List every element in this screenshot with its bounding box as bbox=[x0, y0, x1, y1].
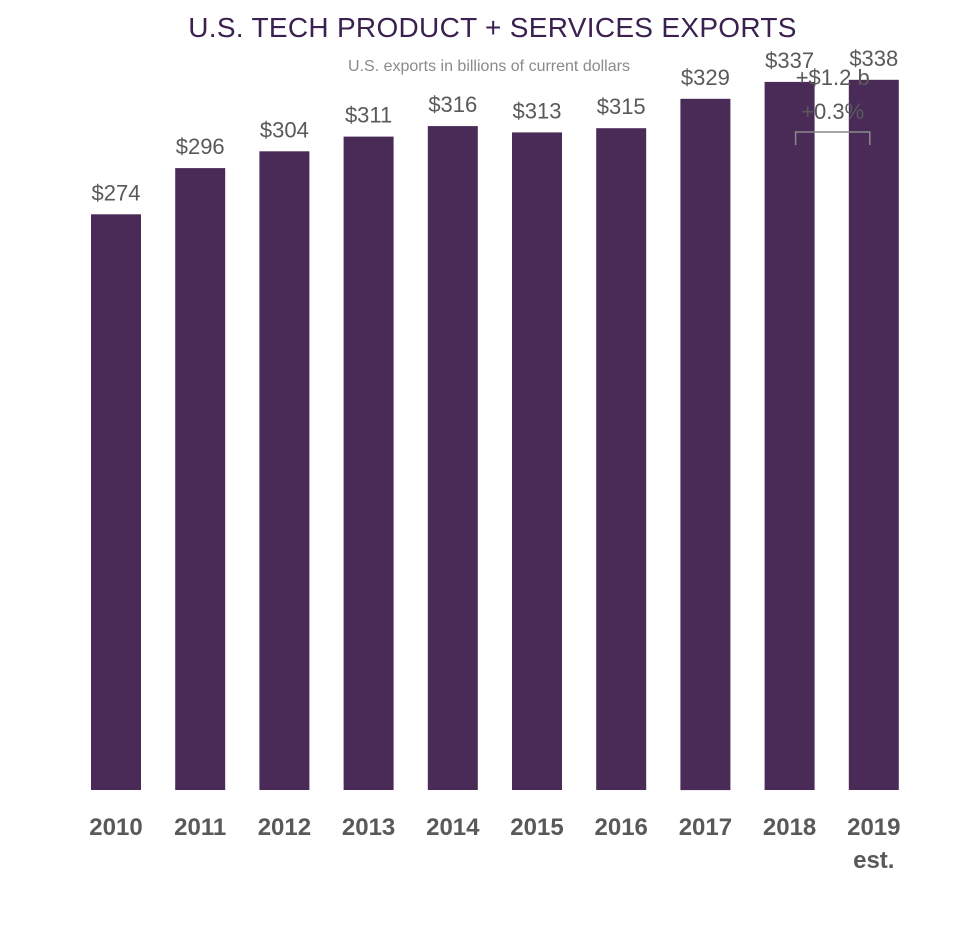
year-label-2016: 2016 bbox=[595, 814, 648, 841]
year-label-2012: 2012 bbox=[258, 814, 311, 841]
value-label-2019: $338 bbox=[849, 46, 898, 71]
change-bracket bbox=[794, 131, 871, 145]
bar-2019 bbox=[848, 79, 899, 791]
year-label-2013: 2013 bbox=[342, 814, 395, 841]
change-amount-label: +$1.2 b bbox=[796, 65, 870, 90]
value-label-2017: $329 bbox=[681, 65, 730, 90]
value-label-2015: $313 bbox=[513, 98, 562, 123]
year-label-2015: 2015 bbox=[510, 814, 563, 841]
year-label-2019: 2019 bbox=[847, 814, 900, 841]
bar-2018 bbox=[764, 81, 815, 790]
year-label-2010: 2010 bbox=[89, 814, 142, 841]
bar-2016 bbox=[596, 128, 647, 790]
change-percent-label: +0.3% bbox=[801, 99, 864, 124]
year-sublabel-2019: est. bbox=[853, 847, 894, 874]
bar-2014 bbox=[427, 126, 478, 791]
bar-2017 bbox=[680, 98, 731, 791]
year-label-2014: 2014 bbox=[426, 814, 480, 841]
bar-2010 bbox=[91, 214, 141, 791]
bar-2013 bbox=[343, 136, 394, 791]
value-label-2018: $337 bbox=[765, 48, 814, 73]
value-label-2010: $274 bbox=[92, 180, 141, 205]
value-label-2012: $304 bbox=[260, 117, 309, 142]
value-label-2011: $296 bbox=[176, 134, 225, 159]
year-label-2011: 2011 bbox=[174, 814, 226, 841]
year-label-2017: 2017 bbox=[679, 814, 732, 841]
bar-2011 bbox=[175, 168, 226, 791]
value-label-2016: $315 bbox=[597, 94, 646, 119]
bar-2015 bbox=[512, 132, 562, 790]
year-label-2018: 2018 bbox=[763, 814, 816, 841]
chart-subtitle: U.S. exports in billions of current doll… bbox=[348, 58, 630, 75]
value-label-2014: $316 bbox=[428, 92, 477, 117]
value-label-2013: $311 bbox=[345, 103, 392, 128]
chart-title: U.S. TECH PRODUCT + SERVICES EXPORTS bbox=[188, 12, 797, 43]
bar-2012 bbox=[259, 151, 310, 791]
